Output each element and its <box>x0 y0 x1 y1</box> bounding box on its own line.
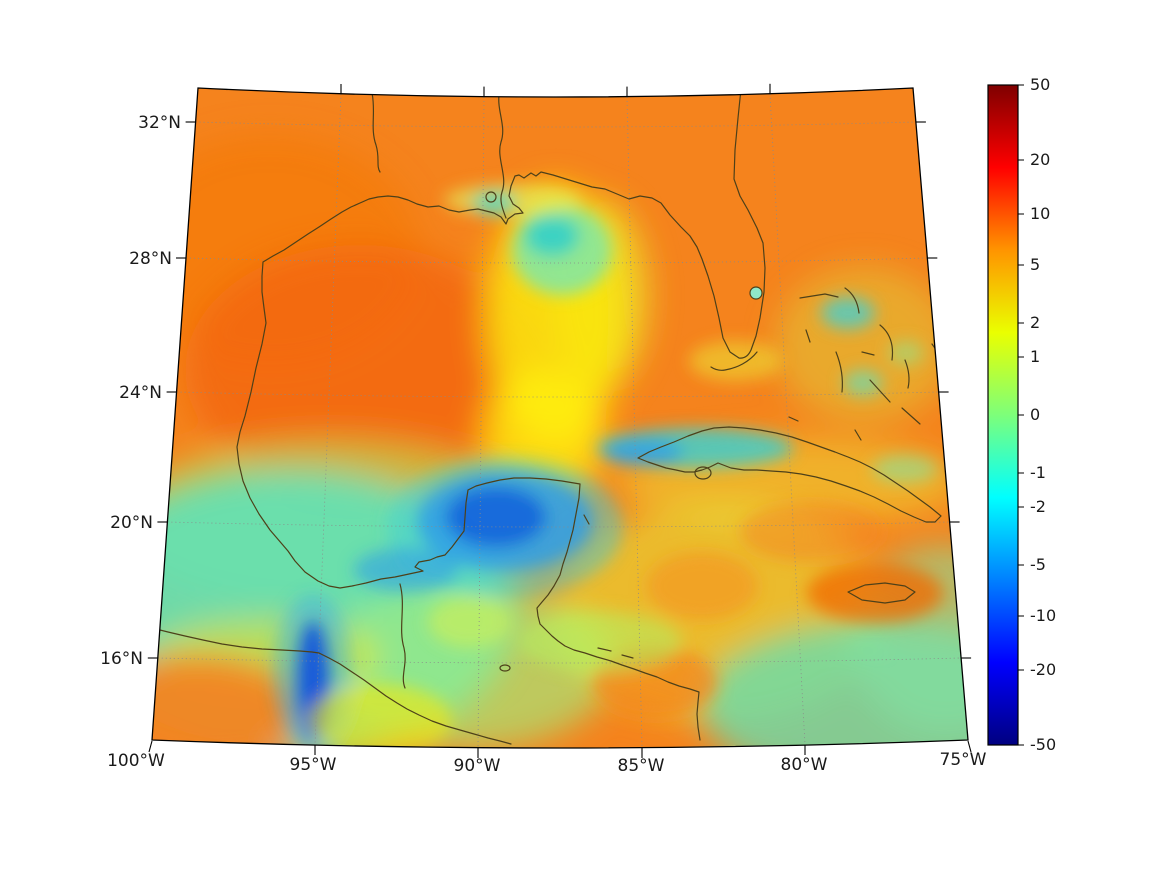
lat-label-24n: 24°N <box>119 383 162 403</box>
field-blob <box>775 267 955 423</box>
lon-label-95w: 95°W <box>290 755 337 775</box>
field-blob <box>888 341 924 365</box>
island-eleuthera <box>879 324 894 361</box>
island-cozumel <box>583 514 590 525</box>
field-blob <box>428 596 512 648</box>
island-cay-sal <box>788 416 799 422</box>
river-mississippi <box>498 89 507 219</box>
cb-label-5: 5 <box>1030 255 1040 274</box>
lon-label-90w: 90°W <box>454 756 501 776</box>
field-blob <box>843 370 883 396</box>
field-blob <box>525 216 579 256</box>
map-field <box>152 88 968 748</box>
field-blob <box>689 341 781 381</box>
coastlines <box>152 88 950 745</box>
cb-label-m50: -50 <box>1030 735 1056 754</box>
cb-label-m5: -5 <box>1030 555 1046 574</box>
island-andros <box>835 351 843 393</box>
island-ragged <box>854 429 862 441</box>
field-blob <box>518 612 682 672</box>
lat-label-20n: 20°N <box>110 513 153 533</box>
river-sabine <box>371 92 381 173</box>
lat-label-32n: 32°N <box>138 113 181 133</box>
field-blob <box>807 563 943 623</box>
colorbar-labels: 50 20 10 5 2 1 0 -1 -2 -5 -10 -20 -50 <box>1030 75 1056 754</box>
lat-label-28n: 28°N <box>129 249 172 269</box>
left-ticks <box>147 121 196 659</box>
island-cat <box>904 359 910 389</box>
island-bimini <box>805 329 811 343</box>
field-blob <box>308 684 452 748</box>
cb-label-10: 10 <box>1030 204 1050 223</box>
field-blobs-detail <box>273 184 943 748</box>
field-blob <box>446 487 546 547</box>
field-blob <box>740 502 884 562</box>
colorbar: 50 20 10 5 2 1 0 -1 -2 -5 -10 -20 -50 <box>987 75 1056 754</box>
cb-label-m2: -2 <box>1030 497 1046 516</box>
island-guanaja <box>621 654 634 659</box>
meridian-90w <box>477 96 485 748</box>
lon-label-85w: 85°W <box>618 756 665 776</box>
island-small-ne <box>943 307 950 315</box>
coastline-cuba <box>637 426 942 523</box>
parallel-24n <box>176 391 939 398</box>
cb-label-m1: -1 <box>1030 463 1046 482</box>
coastline-gulf-atlantic <box>236 88 766 741</box>
meridian-80w <box>769 93 806 746</box>
island-abaco <box>844 287 860 314</box>
island-new-providence <box>861 351 875 356</box>
cb-label-m20: -20 <box>1030 660 1056 679</box>
coastline-jamaica <box>847 582 916 604</box>
lat-label-16n: 16°N <box>100 649 143 669</box>
cb-label-50: 50 <box>1030 75 1050 94</box>
island-roatan <box>597 647 612 652</box>
graticule <box>157 93 962 748</box>
field-blob <box>185 245 535 495</box>
lake-okeechobee <box>749 286 763 300</box>
axis-labels: 32°N 28°N 24°N 20°N 16°N 100°W 95°W 90°W… <box>100 113 987 776</box>
parallel-16n <box>157 657 962 664</box>
river-usumacinta <box>399 583 406 689</box>
field-blob <box>821 297 875 329</box>
florida-keys <box>710 351 758 371</box>
bottom-ticks <box>148 740 972 758</box>
cb-label-0: 0 <box>1030 405 1040 424</box>
field-blob <box>603 439 683 465</box>
right-ticks <box>915 121 972 659</box>
colorbar-ticks <box>1018 84 1024 746</box>
lon-label-75w: 75°W <box>940 750 987 770</box>
cb-label-m10: -10 <box>1030 606 1056 625</box>
cb-label-1: 1 <box>1030 347 1040 366</box>
tick-100w <box>148 740 153 753</box>
cb-label-2: 2 <box>1030 313 1040 332</box>
coastline-pacific <box>152 627 512 745</box>
islands-bahamas <box>788 287 950 441</box>
lon-label-100w: 100°W <box>107 751 165 771</box>
lon-label-80w: 80°W <box>781 755 828 775</box>
field-blob <box>354 548 458 592</box>
island-grand-bahama <box>799 293 839 299</box>
islands-bay-honduras <box>597 647 634 659</box>
lake-pontchartrain <box>485 191 497 203</box>
meridian-95w <box>314 93 342 746</box>
axis-ticks <box>147 83 972 758</box>
cb-label-20: 20 <box>1030 150 1050 169</box>
field-blob <box>646 552 758 620</box>
meridian-85w <box>626 96 643 748</box>
top-ticks <box>340 83 771 97</box>
lake-izabal <box>499 664 511 672</box>
tick-75w <box>967 740 972 753</box>
island-isle-of-youth <box>694 466 712 480</box>
field-blob <box>872 455 938 483</box>
island-exuma <box>869 379 891 403</box>
colorbar-gradient <box>987 84 1019 746</box>
map-frame <box>151 87 969 749</box>
field-blob <box>152 654 310 748</box>
island-long-island <box>901 407 921 425</box>
